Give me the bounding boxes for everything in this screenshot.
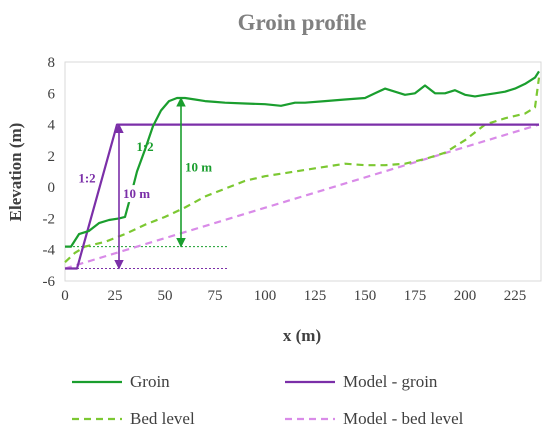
x-tick-label: 175 bbox=[404, 288, 427, 304]
annotation-label: 1:2 bbox=[136, 139, 153, 154]
x-tick-label: 150 bbox=[354, 288, 377, 304]
chart-title: Groin profile bbox=[238, 10, 367, 35]
series-line-model-bed-level bbox=[64, 123, 540, 270]
y-tick-label: 4 bbox=[48, 118, 56, 134]
legend-label: Groin bbox=[130, 372, 170, 391]
x-tick-label: 0 bbox=[61, 288, 69, 304]
y-tick-label: -2 bbox=[43, 211, 56, 227]
y-tick-label: 2 bbox=[48, 149, 56, 165]
x-tick-label: 225 bbox=[504, 288, 527, 304]
series-line-bed-level bbox=[64, 77, 541, 264]
annotations: 1:2 1:2 10 m 10 m bbox=[78, 139, 214, 203]
y-tick-label: -4 bbox=[43, 243, 56, 259]
y-tick-label: -6 bbox=[43, 274, 56, 290]
x-tick-label: 25 bbox=[108, 288, 123, 304]
y-tick-label: 6 bbox=[48, 86, 56, 102]
annotation-label: 10 m bbox=[185, 160, 212, 175]
y-tick-label: 8 bbox=[48, 55, 56, 71]
x-tick-label: 100 bbox=[254, 288, 277, 304]
reference-lines bbox=[65, 246, 229, 269]
annotation-label: 1:2 bbox=[78, 170, 95, 185]
y-axis-label: Elevation (m) bbox=[6, 123, 25, 222]
dimension-arrows bbox=[114, 97, 186, 270]
legend: Groin Model - groin Bed level Model - bed l… bbox=[72, 372, 464, 428]
legend-label: Model - groin bbox=[343, 372, 438, 391]
annotation-backdrop bbox=[184, 158, 214, 176]
legend-label: Bed level bbox=[130, 409, 195, 428]
x-axis: 0 25 50 75 100 125 150 175 200 225 bbox=[61, 288, 526, 304]
plot-area-frame bbox=[64, 61, 542, 282]
series-layer bbox=[64, 70, 541, 270]
legend-label: Model - bed level bbox=[343, 409, 464, 428]
annotation-label: 10 m bbox=[123, 186, 150, 201]
x-axis-label: x (m) bbox=[283, 326, 321, 345]
y-tick-label: 0 bbox=[48, 180, 56, 196]
x-tick-label: 75 bbox=[208, 288, 223, 304]
series-line-model-groin bbox=[65, 123, 539, 270]
x-tick-label: 125 bbox=[304, 288, 327, 304]
series-line-groin bbox=[65, 70, 540, 248]
x-tick-label: 200 bbox=[454, 288, 477, 304]
x-tick-label: 50 bbox=[158, 288, 173, 304]
annotation-backdrop bbox=[122, 185, 152, 203]
y-axis: -6 -4 -2 0 2 4 6 8 bbox=[43, 55, 56, 290]
